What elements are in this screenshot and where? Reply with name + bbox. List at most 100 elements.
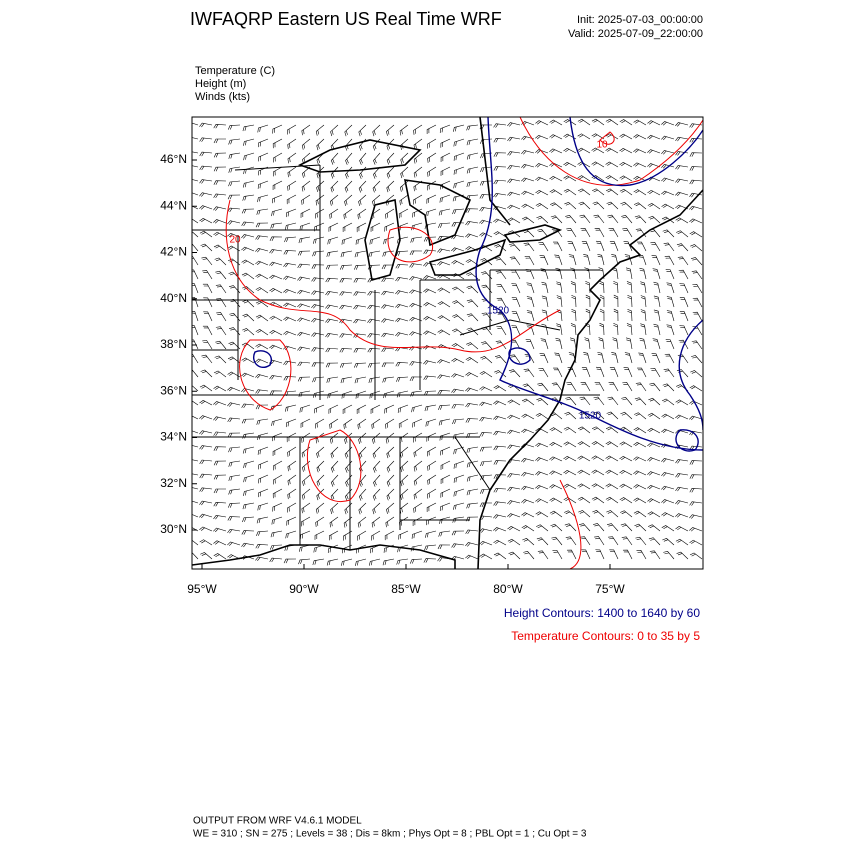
wind-barb <box>370 404 381 414</box>
wind-barb <box>297 250 311 256</box>
wind-barb <box>675 486 689 492</box>
wind-barb <box>315 502 325 514</box>
wind-barb <box>526 296 535 308</box>
wind-barb <box>284 236 297 243</box>
wind-barb <box>647 149 661 154</box>
wind-barb <box>626 323 633 336</box>
wind-barb <box>620 201 633 210</box>
wind-barb <box>271 418 283 427</box>
wind-barb <box>426 502 437 513</box>
wind-barb <box>425 530 437 538</box>
wind-barb <box>228 138 241 145</box>
wind-barb <box>367 362 381 368</box>
wind-barb <box>412 418 423 428</box>
wind-barb <box>577 133 591 140</box>
wind-barb <box>564 510 577 518</box>
wind-barb <box>199 539 213 546</box>
wind-barb <box>199 487 213 492</box>
wind-barb <box>521 525 535 532</box>
wind-barb <box>399 194 409 206</box>
wind-barb <box>192 178 199 183</box>
wind-barb <box>635 382 647 392</box>
wind-barb <box>329 418 339 429</box>
wind-barb <box>213 446 227 451</box>
wind-barb <box>227 207 241 213</box>
wind-barb <box>355 236 367 245</box>
wind-barb <box>301 446 311 458</box>
wind-barb <box>213 416 227 421</box>
wind-barb <box>451 373 465 378</box>
wind-barb <box>413 502 423 513</box>
wind-barb <box>213 370 227 378</box>
wind-barb <box>426 124 437 135</box>
wind-barb <box>413 166 423 178</box>
wind-barb <box>563 148 577 154</box>
wind-barb <box>493 415 507 421</box>
wind-barb <box>287 124 297 135</box>
wind-barb <box>255 544 269 549</box>
wind-barb <box>215 284 227 294</box>
wind-barb <box>661 135 675 141</box>
wind-barb <box>521 135 535 141</box>
wind-barb <box>591 455 605 462</box>
wind-barb <box>438 418 451 426</box>
wind-barb <box>583 254 591 266</box>
wind-barb <box>367 347 381 353</box>
wind-barb <box>633 148 647 154</box>
wind-barb <box>192 164 199 170</box>
wind-barb <box>479 488 493 494</box>
wind-barb <box>661 512 675 518</box>
wind-barb <box>409 276 423 281</box>
wind-barb <box>353 318 367 324</box>
wind-barb <box>689 138 703 143</box>
wind-barb <box>633 456 647 462</box>
lat-label: 42°N <box>160 245 187 259</box>
wind-barb <box>381 332 395 338</box>
wind-barb <box>566 382 577 392</box>
wind-barb <box>507 151 521 156</box>
lon-label: 95°W <box>187 582 217 596</box>
wind-barb <box>621 215 633 224</box>
wind-barb <box>663 550 675 560</box>
wind-barb <box>340 376 353 384</box>
wind-barb <box>549 148 563 154</box>
wind-barb <box>241 530 255 535</box>
wind-barb <box>521 203 535 210</box>
wind-barb <box>396 558 409 565</box>
wind-barb <box>591 483 605 490</box>
wind-barb <box>313 544 325 553</box>
wind-barb <box>591 441 605 448</box>
wind-barb <box>535 163 549 168</box>
wind-barb <box>372 502 381 515</box>
wind-barb <box>577 188 591 196</box>
wind-barb <box>396 250 409 256</box>
wind-barb <box>521 499 535 504</box>
wind-barb <box>613 308 619 322</box>
wind-barb <box>676 230 689 238</box>
wind-barb <box>395 276 409 282</box>
wind-barb <box>466 299 479 308</box>
wind-barb <box>577 455 591 462</box>
wind-barb <box>523 242 535 252</box>
wind-barb <box>651 255 661 266</box>
wind-barb <box>675 191 689 197</box>
wind-barb <box>358 180 367 193</box>
wind-barb <box>411 530 423 539</box>
wind-barb <box>633 119 647 126</box>
wind-barb <box>437 235 451 241</box>
wind-barb <box>581 366 591 378</box>
wind-barb <box>650 242 661 252</box>
wind-barb <box>523 551 535 560</box>
wind-barb <box>566 228 577 238</box>
wind-barb <box>507 136 521 142</box>
wind-barb <box>199 137 213 142</box>
wind-barb <box>341 558 353 566</box>
wind-barb <box>344 180 353 193</box>
wind-barb <box>509 256 521 266</box>
wind-barb <box>372 432 381 444</box>
wind-barb <box>605 161 619 168</box>
wind-barb <box>496 284 507 294</box>
wind-barb <box>381 347 395 353</box>
wind-barb <box>192 354 199 364</box>
